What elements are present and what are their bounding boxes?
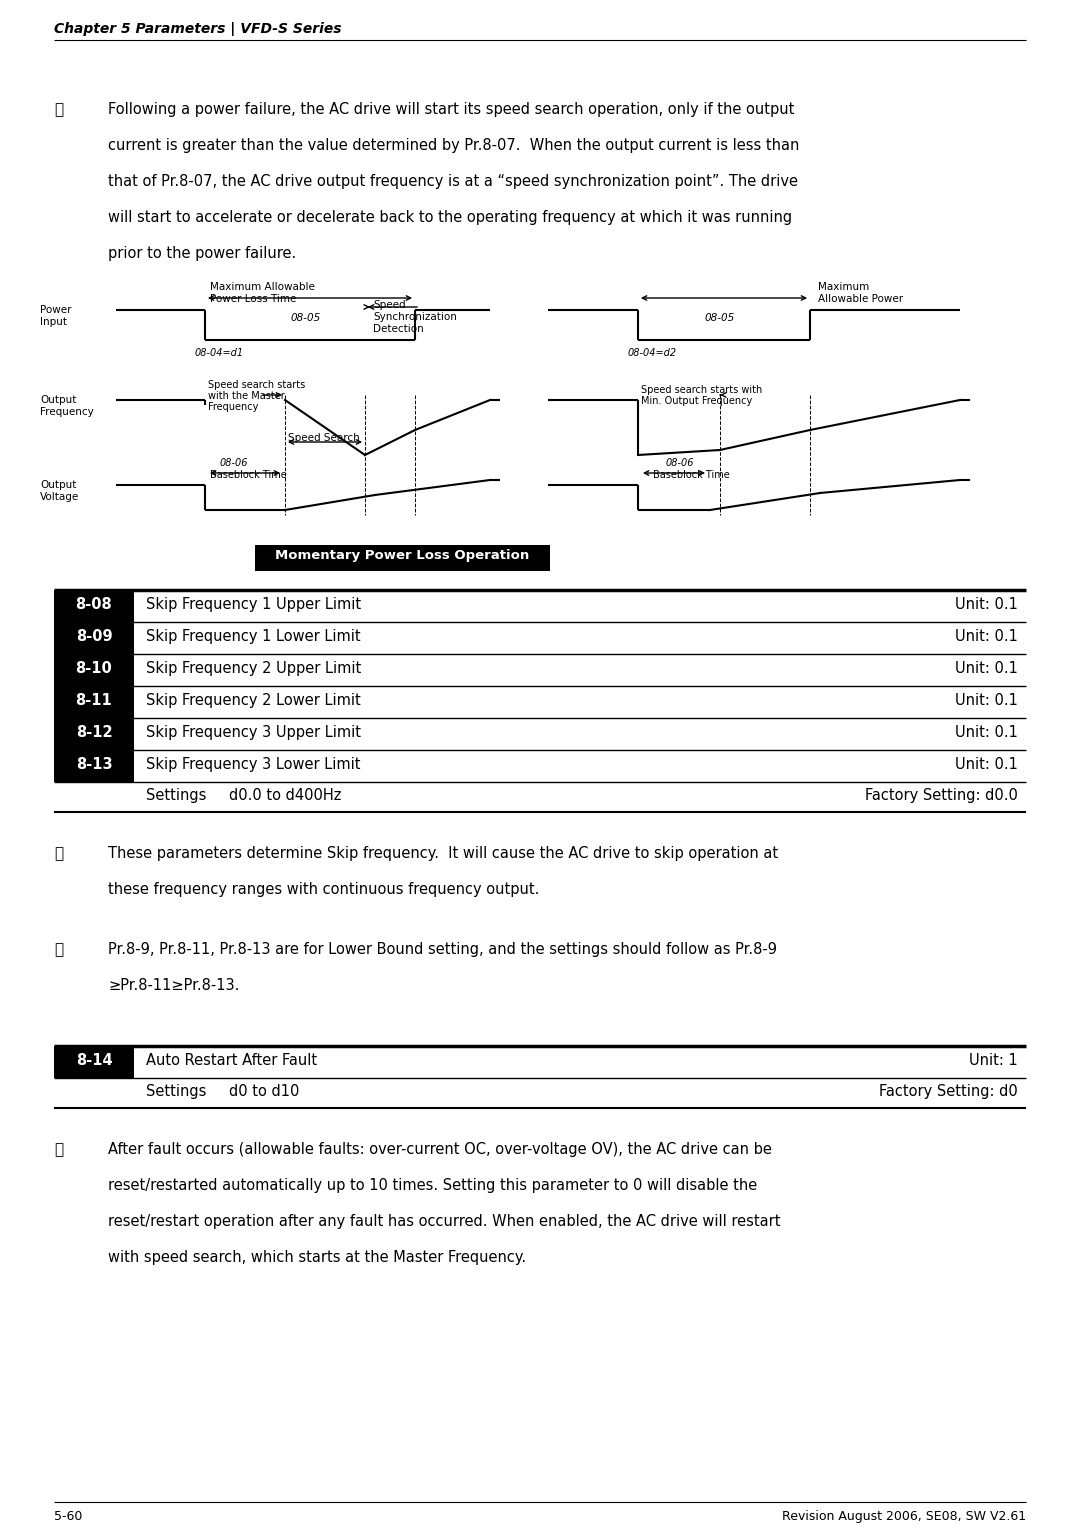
Text: with the Master: with the Master: [208, 391, 285, 400]
Text: these frequency ranges with continuous frequency output.: these frequency ranges with continuous f…: [108, 882, 539, 897]
Text: 8-10: 8-10: [76, 661, 112, 676]
Text: Skip Frequency 3 Lower Limit: Skip Frequency 3 Lower Limit: [146, 756, 361, 772]
Text: ⌸: ⌸: [54, 1141, 63, 1157]
Text: prior to the power failure.: prior to the power failure.: [108, 245, 296, 261]
Text: 8-09: 8-09: [76, 629, 112, 644]
Text: Baseblock Time: Baseblock Time: [653, 469, 730, 480]
Text: 8-14: 8-14: [76, 1052, 112, 1068]
Bar: [54, 1078, 1026, 1108]
Text: 08-04=d2: 08-04=d2: [627, 348, 677, 357]
Text: 5-60: 5-60: [54, 1509, 82, 1523]
Bar: [54, 686, 134, 718]
Text: d0 to d10: d0 to d10: [229, 1085, 299, 1098]
Bar: [134, 718, 1026, 750]
Text: Following a power failure, the AC drive will start its speed search operation, o: Following a power failure, the AC drive …: [108, 101, 795, 117]
Text: 08-06: 08-06: [220, 459, 248, 468]
Text: Momentary Power Loss Operation: Momentary Power Loss Operation: [275, 549, 529, 561]
Text: ⌸: ⌸: [54, 101, 63, 117]
Text: Synchronization: Synchronization: [373, 311, 457, 322]
Text: Unit: 0.1: Unit: 0.1: [955, 726, 1018, 739]
Text: Baseblock Time: Baseblock Time: [210, 469, 287, 480]
Text: Unit: 0.1: Unit: 0.1: [955, 693, 1018, 709]
Text: 8-13: 8-13: [76, 756, 112, 772]
Text: Maximum: Maximum: [818, 282, 869, 291]
Text: 8-12: 8-12: [76, 726, 112, 739]
Text: Speed Search: Speed Search: [288, 433, 360, 443]
Text: Output: Output: [40, 394, 77, 405]
Bar: [134, 1046, 1026, 1078]
Text: Unit: 1: Unit: 1: [969, 1052, 1018, 1068]
Text: Skip Frequency 2 Lower Limit: Skip Frequency 2 Lower Limit: [146, 693, 361, 709]
Text: Pr.8-9, Pr.8-11, Pr.8-13 are for Lower Bound setting, and the settings should fo: Pr.8-9, Pr.8-11, Pr.8-13 are for Lower B…: [108, 942, 777, 957]
Text: ≥Pr.8-11≥Pr.8-13.: ≥Pr.8-11≥Pr.8-13.: [108, 979, 240, 992]
Text: Skip Frequency 2 Upper Limit: Skip Frequency 2 Upper Limit: [146, 661, 361, 676]
Text: These parameters determine Skip frequency.  It will cause the AC drive to skip o: These parameters determine Skip frequenc…: [108, 845, 778, 861]
Text: Factory Setting: d0.0: Factory Setting: d0.0: [865, 788, 1018, 802]
Text: ⌸: ⌸: [54, 942, 63, 957]
Text: Frequency: Frequency: [208, 402, 258, 413]
Text: Skip Frequency 3 Upper Limit: Skip Frequency 3 Upper Limit: [146, 726, 361, 739]
Text: After fault occurs (allowable faults: over-current OC, over-voltage OV), the AC : After fault occurs (allowable faults: ov…: [108, 1141, 772, 1157]
Text: Frequency: Frequency: [40, 407, 94, 417]
Text: Allowable Power: Allowable Power: [818, 295, 903, 304]
Text: with speed search, which starts at the Master Frequency.: with speed search, which starts at the M…: [108, 1250, 526, 1266]
Text: Voltage: Voltage: [40, 492, 79, 502]
Text: Output: Output: [40, 480, 77, 489]
Bar: [134, 591, 1026, 621]
Text: will start to accelerate or decelerate back to the operating frequency at which : will start to accelerate or decelerate b…: [108, 210, 792, 225]
Bar: [134, 686, 1026, 718]
Text: Detection: Detection: [373, 324, 423, 334]
Bar: [54, 591, 134, 621]
Bar: [54, 1046, 134, 1078]
Text: ⌸: ⌸: [54, 845, 63, 861]
Text: Revision August 2006, SE08, SW V2.61: Revision August 2006, SE08, SW V2.61: [782, 1509, 1026, 1523]
Text: 8-11: 8-11: [76, 693, 112, 709]
Text: Maximum Allowable: Maximum Allowable: [210, 282, 315, 291]
Bar: [134, 750, 1026, 782]
Text: 08-04=d1: 08-04=d1: [195, 348, 244, 357]
Text: 08-05: 08-05: [704, 313, 734, 324]
Text: Skip Frequency 1 Lower Limit: Skip Frequency 1 Lower Limit: [146, 629, 361, 644]
Text: Power: Power: [40, 305, 71, 314]
Bar: [134, 621, 1026, 653]
Text: Settings: Settings: [146, 788, 206, 802]
Text: 8-08: 8-08: [76, 597, 112, 612]
Bar: [54, 621, 134, 653]
Text: Speed: Speed: [373, 301, 406, 310]
Text: reset/restart operation after any fault has occurred. When enabled, the AC drive: reset/restart operation after any fault …: [108, 1213, 781, 1229]
Text: Auto Restart After Fault: Auto Restart After Fault: [146, 1052, 318, 1068]
Bar: [54, 750, 134, 782]
Text: Unit: 0.1: Unit: 0.1: [955, 756, 1018, 772]
Bar: [134, 653, 1026, 686]
Text: Input: Input: [40, 318, 67, 327]
Text: Power Loss Time: Power Loss Time: [210, 295, 296, 304]
Bar: [54, 653, 134, 686]
Text: Skip Frequency 1 Upper Limit: Skip Frequency 1 Upper Limit: [146, 597, 361, 612]
Text: 08-06: 08-06: [666, 459, 694, 468]
Text: Speed search starts with: Speed search starts with: [642, 385, 762, 394]
Text: that of Pr.8-07, the AC drive output frequency is at a “speed synchronization po: that of Pr.8-07, the AC drive output fre…: [108, 173, 798, 189]
Text: Chapter 5 Parameters | VFD-S Series: Chapter 5 Parameters | VFD-S Series: [54, 21, 341, 35]
Text: Unit: 0.1: Unit: 0.1: [955, 661, 1018, 676]
Text: Unit: 0.1: Unit: 0.1: [955, 597, 1018, 612]
Text: Factory Setting: d0: Factory Setting: d0: [879, 1085, 1018, 1098]
Text: d0.0 to d400Hz: d0.0 to d400Hz: [229, 788, 341, 802]
Bar: [54, 782, 1026, 811]
Text: Settings: Settings: [146, 1085, 206, 1098]
Text: reset/restarted automatically up to 10 times. Setting this parameter to 0 will d: reset/restarted automatically up to 10 t…: [108, 1178, 757, 1193]
Bar: [54, 718, 134, 750]
Bar: [255, 545, 550, 571]
Text: Speed search starts: Speed search starts: [208, 380, 306, 390]
Text: Unit: 0.1: Unit: 0.1: [955, 629, 1018, 644]
Text: Min. Output Frequency: Min. Output Frequency: [642, 396, 753, 407]
Text: current is greater than the value determined by Pr.8-07.  When the output curren: current is greater than the value determ…: [108, 138, 799, 153]
Text: 08-05: 08-05: [291, 313, 321, 324]
